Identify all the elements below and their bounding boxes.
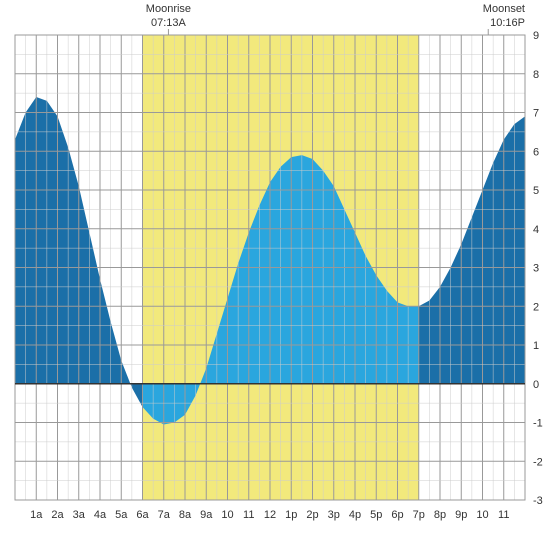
x-tick-label: 4p [349,509,361,521]
y-tick-label: 5 [533,185,539,197]
x-tick-label: 12 [264,509,276,521]
chart-svg: -3-2-101234567891a2a3a4a5a6a7a8a9a101112… [0,0,550,550]
x-tick-label: 2p [306,509,318,521]
x-tick-label: 7a [158,509,171,521]
moonset-label: Moonset [483,3,525,15]
y-tick-label: 8 [533,69,539,81]
y-tick-label: 1 [533,340,539,352]
x-tick-label: 8p [434,509,446,521]
x-tick-label: 3a [73,509,86,521]
x-tick-label: 4a [94,509,107,521]
y-tick-label: 2 [533,301,539,313]
moonrise-time: 07:13A [151,17,187,29]
x-tick-label: 5a [115,509,128,521]
x-tick-label: 9p [455,509,467,521]
y-tick-label: -1 [533,418,543,430]
moonrise-label: Moonrise [146,3,191,15]
x-tick-label: 11 [243,509,254,521]
x-tick-label: 5p [370,509,382,521]
x-tick-label: 1a [30,509,43,521]
y-tick-label: 0 [533,379,539,391]
tide-chart: -3-2-101234567891a2a3a4a5a6a7a8a9a101112… [0,0,550,550]
y-tick-label: -2 [533,456,543,468]
y-tick-label: 4 [533,224,539,236]
y-tick-label: 6 [533,146,539,158]
x-tick-label: 9a [200,509,213,521]
x-tick-label: 8a [179,509,192,521]
x-tick-label: 11 [498,509,509,521]
x-tick-label: 1p [285,509,297,521]
x-tick-label: 10 [221,509,233,521]
x-tick-label: 6a [136,509,149,521]
y-tick-label: -3 [533,495,543,507]
x-tick-label: 6p [391,509,403,521]
y-tick-label: 7 [533,108,539,120]
y-tick-label: 3 [533,263,539,275]
x-tick-label: 3p [328,509,340,521]
x-tick-label: 2a [51,509,64,521]
moonset-time: 10:16P [490,17,525,29]
x-tick-label: 7p [413,509,425,521]
x-tick-label: 10 [476,509,488,521]
y-tick-label: 9 [533,30,539,42]
